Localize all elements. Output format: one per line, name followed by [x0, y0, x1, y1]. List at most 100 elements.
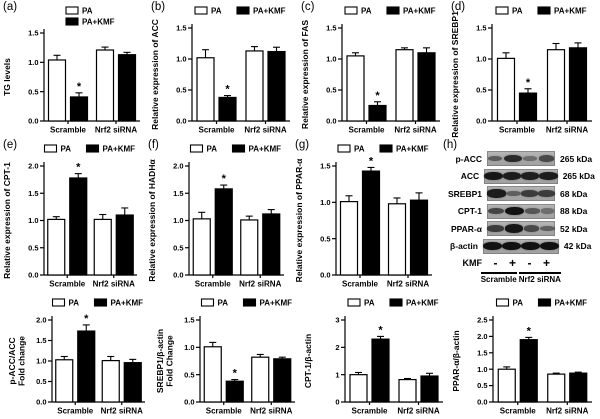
y-tick-label: 0.0	[36, 398, 46, 407]
legend: PA PA+KMF	[65, 6, 115, 27]
legend-swatch-PA+KMF	[537, 6, 551, 15]
kda-label: 88 kDa	[560, 206, 588, 216]
legend-label: PA	[69, 299, 80, 308]
y-tick-label: 1.0	[28, 58, 38, 67]
y-tick-label: 1.5	[176, 24, 186, 33]
significance-star: *	[77, 81, 82, 93]
legend-label: PA+KMF	[103, 145, 136, 154]
bar-PA+KMF-Nrf2 siRNA	[123, 362, 142, 403]
kda-label: 68 kDa	[560, 188, 588, 199]
x-category-label: Nrf2 siRNA	[546, 407, 588, 416]
blot-band	[502, 171, 522, 181]
protein-label: ACC	[460, 171, 480, 181]
legend-swatch-PA+KMF	[386, 6, 400, 15]
blot-band	[538, 155, 555, 162]
significance-star: *	[233, 368, 238, 380]
blot-band	[540, 225, 555, 232]
y-tick-label: 1.5	[476, 24, 486, 33]
bar-chart-srebp1-actin-ratio: 0.0 0.5 1.0 1.5 SREBP1/β-actin Fold Change Scr…	[155, 298, 295, 416]
y-tick-label: 1.5	[36, 336, 46, 345]
blot-band	[540, 208, 555, 214]
y-tick-label: 2	[335, 343, 339, 352]
blot-band	[487, 207, 504, 215]
panel-c: (c) 0.0 0.5 1.0 1.5 Relative expression of F…	[298, 0, 448, 138]
bar-PA+KMF-Nrf2 siRNA	[267, 50, 286, 122]
legend-swatch-PA	[337, 144, 351, 153]
treatment-sign: +	[542, 255, 550, 270]
significance-star: *	[526, 77, 531, 89]
blot-row-β-actin: β-actin 42 kDa	[440, 238, 600, 254]
x-category-label: Scramble	[499, 126, 536, 135]
y-tick-label: 0.0	[477, 398, 487, 407]
panel-letter-h: (h)	[443, 139, 458, 151]
bar-PA+KMF-Nrf2 siRNA	[117, 54, 137, 122]
x-category-label: Scramble	[342, 280, 379, 289]
y-tick-label: 0.0	[326, 117, 336, 126]
legend-label: PA+KMF	[82, 18, 115, 27]
panel-d: (d) 0.0 0.5 1.0 1.5 Relative expression of S…	[448, 0, 600, 138]
protein-label: SREBP1	[447, 188, 482, 199]
blot-band	[487, 189, 506, 198]
bar-PA-Nrf2 siRNA	[93, 218, 112, 276]
legend-swatch-PA	[43, 144, 58, 153]
x-category-label: Nrf2 siRNA	[387, 280, 429, 289]
legend-swatch-PA+KMF	[93, 298, 108, 307]
y-tick-label: 0.0	[184, 398, 194, 407]
y-tick-label: 2.0	[477, 332, 487, 341]
y-tick-label: 1.5	[184, 316, 194, 325]
legend-label: PA+KMF	[249, 145, 282, 154]
bar-PA-Nrf2 siRNA	[387, 203, 407, 276]
legend-swatch-PA	[200, 298, 215, 307]
significance-star: *	[369, 155, 374, 167]
blot-band	[523, 225, 540, 232]
y-tick-label: 0.0	[28, 271, 38, 280]
kda-label: 42 kDa	[563, 241, 592, 251]
legend-label: PA+KMF	[406, 299, 439, 308]
legend: PA PA+KMF	[344, 6, 436, 16]
panel-letter-e: (e)	[3, 139, 18, 151]
y-axis-title: Fold Change	[165, 335, 175, 387]
legend-label: PA	[513, 299, 524, 308]
legend: PA PA+KMF	[495, 6, 587, 16]
blot-band	[482, 241, 502, 251]
x-category-label: Scramble	[50, 126, 87, 135]
x-category-label: Nrf2 siRNA	[250, 407, 292, 416]
kda-label: 265 kDa	[560, 153, 593, 164]
blot-band	[539, 171, 558, 181]
legend-label: PA+KMF	[554, 7, 587, 16]
bar-PA+KMF-Scramble	[368, 104, 387, 122]
bar-PA-Nrf2 siRNA	[101, 359, 120, 403]
y-axis-title: Fold change	[17, 336, 27, 386]
protein-label: CPT-1	[457, 206, 482, 216]
legend: PA PA+KMF	[189, 144, 282, 154]
panel-letter-d: (d)	[451, 1, 466, 13]
panel-b: (b) 0.0 0.5 1.0 1.5 Relative expression of A…	[148, 0, 298, 138]
western-blot: p-ACC 265 kDa ACC 265 kDa SREBP1 68 kDa CPT-1 8…	[440, 138, 600, 285]
treatment-sign: -	[527, 255, 532, 270]
blot-band	[501, 241, 521, 251]
y-tick-label: 1.5	[326, 24, 336, 33]
y-tick-label: 0.5	[476, 86, 486, 95]
y-tick-label: 0.5	[28, 243, 38, 252]
bar-chart-acc: 0.0 0.5 1.0 1.5 Relative expression of ACC Sc…	[150, 6, 290, 135]
bar-chart-cpt1: 0.0 0.5 1.0 1.5 2.0 Relative expression of CP…	[2, 144, 137, 289]
blot-band	[487, 155, 503, 162]
legend-swatch-PA	[65, 6, 79, 15]
bar-PA+KMF-Scramble	[69, 177, 88, 276]
significance-star: *	[225, 84, 230, 96]
bar-PA+KMF-Nrf2 siRNA	[568, 47, 588, 122]
bar-PA+KMF-Scramble	[69, 96, 89, 122]
bar-chart-hadha: 0.0 0.5 1.0 1.5 2.0 Relative expression of HA…	[147, 144, 284, 289]
bar-PA-Nrf2 siRNA	[240, 219, 259, 276]
y-tick-label: 0.0	[28, 117, 38, 126]
blot-strip	[487, 203, 555, 219]
treatment-row: KMF - + - +	[440, 256, 600, 269]
x-category-label: Scramble	[57, 407, 94, 416]
significance-star: *	[375, 90, 380, 102]
y-tick-label: 2.0	[173, 162, 183, 171]
bar-PA-Scramble	[496, 57, 516, 122]
panel-letter-b: (b)	[151, 1, 166, 13]
y-axis-title: Relative expression of SREBP1	[450, 11, 460, 138]
y-tick-label: 0.0	[173, 271, 183, 280]
